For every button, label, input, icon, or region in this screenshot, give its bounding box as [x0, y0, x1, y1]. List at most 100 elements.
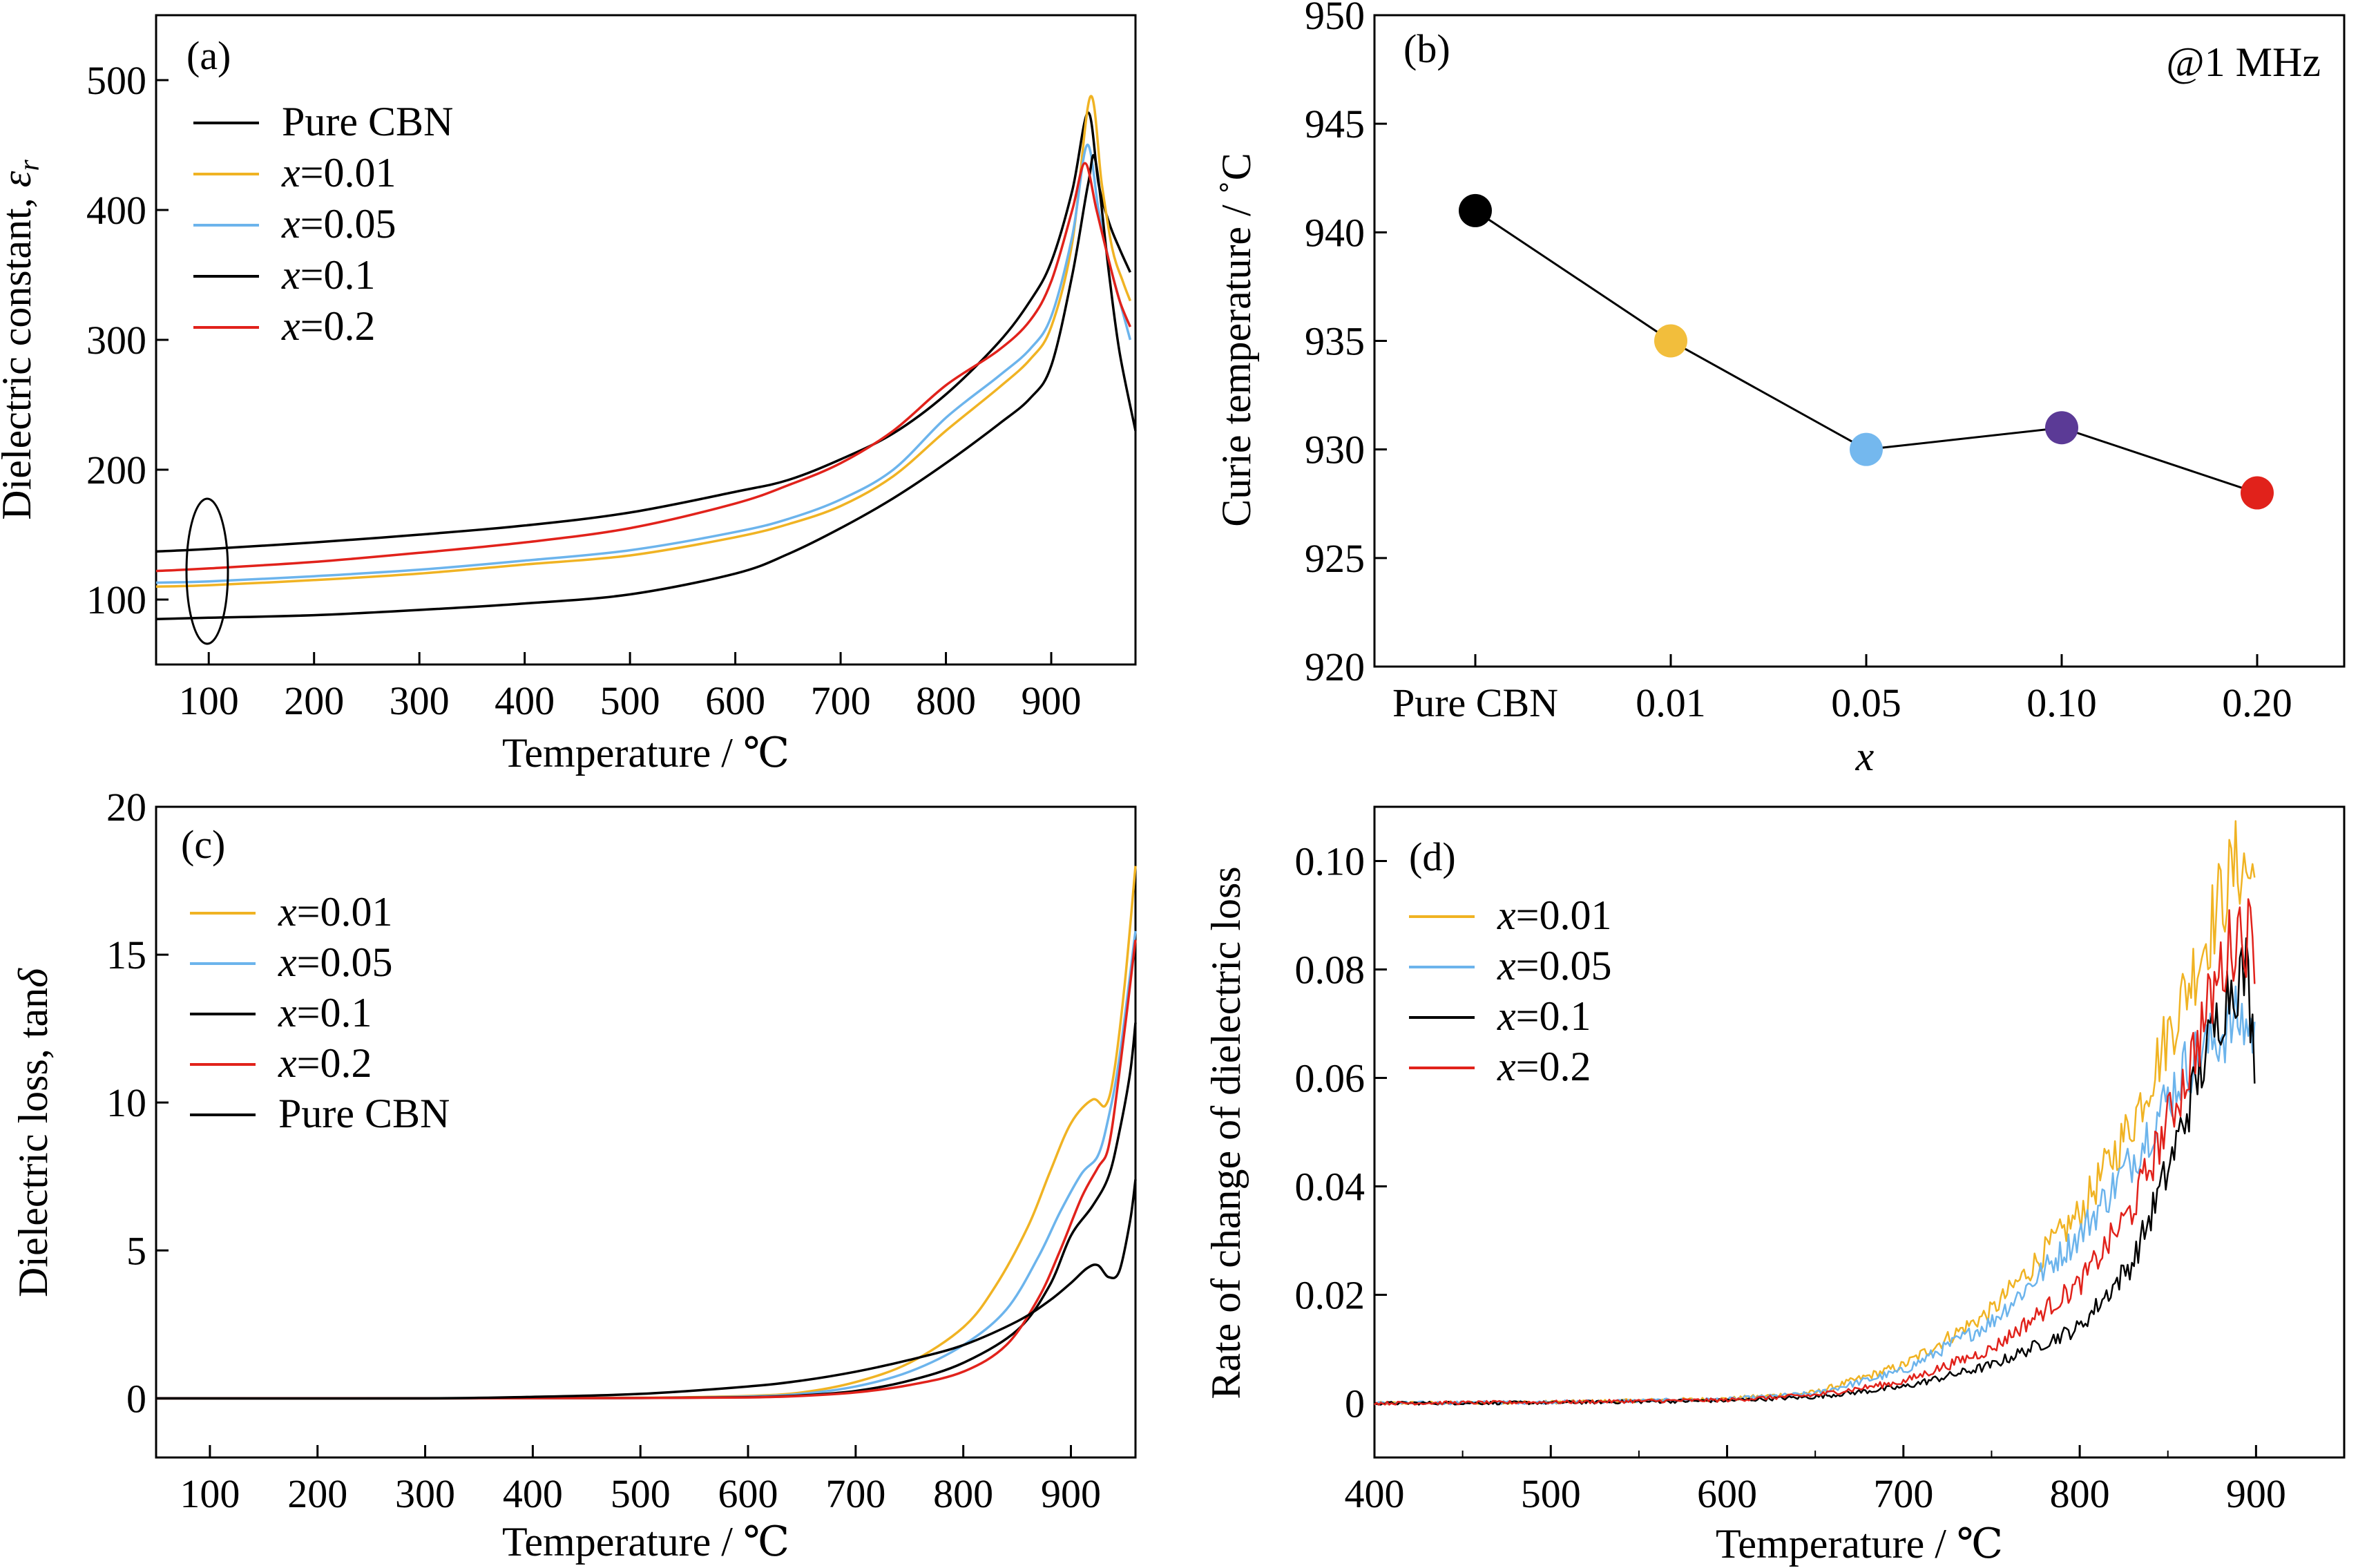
y-tick-label: 0 — [1345, 1381, 1365, 1426]
x-tick-label: 200 — [287, 1471, 347, 1516]
y-tick-label: 0.02 — [1295, 1273, 1365, 1318]
panel-d-xlabel: Temperature / ℃ — [1716, 1521, 2003, 1567]
x-tick-label: 400 — [495, 678, 555, 723]
legend-label: x=0.05 — [278, 939, 392, 985]
y-tick-label: 100 — [86, 577, 146, 622]
y-tick-label: 0 — [126, 1376, 146, 1421]
panel-a: 100 200 300 400 500 600 700 800 900 100 200 300 400 5… — [0, 14, 1137, 776]
y-tick-label: 0.04 — [1295, 1165, 1365, 1210]
legend-label: x=0.1 — [278, 990, 372, 1035]
panel-d-frame — [1373, 805, 2346, 1459]
x-tick-label: 100 — [180, 1471, 240, 1516]
legend-label: x=0.1 — [281, 252, 375, 298]
panel-c-ticks: 100 200 300 400 500 600 700 800 900 0 5 10 15 20 — [106, 785, 1101, 1516]
series-line-x-0-2 — [155, 939, 1137, 1400]
y-tick-label: 300 — [86, 318, 146, 363]
panel-b-ticks: Pure CBN 0.01 0.05 0.10 0.20 920 925 930 935 940 9… — [1305, 0, 2292, 725]
data-point — [2045, 411, 2078, 445]
x-tick-label: 400 — [1345, 1471, 1405, 1516]
panel-a-xlabel: Temperature / ℃ — [502, 730, 789, 776]
panel-d-ylabel: Rate of change of dielectric loss — [1203, 866, 1249, 1399]
legend-label: x=0.1 — [1497, 993, 1591, 1039]
y-tick-label: 0.06 — [1295, 1056, 1365, 1101]
series-line-x-0-1 — [155, 154, 1137, 620]
panel-b-frame — [1373, 14, 2346, 668]
panel-b-tag: (b) — [1403, 26, 1450, 71]
panel-a-series — [155, 95, 1137, 620]
x-tick-label: 800 — [916, 678, 976, 723]
data-point — [1654, 324, 1687, 358]
panel-c-frame — [155, 805, 1137, 1459]
x-tick-label: 300 — [390, 678, 450, 723]
x-tick-label: 500 — [1521, 1471, 1581, 1516]
y-tick-label: 5 — [126, 1228, 146, 1273]
panel-a-legend: Pure CBN x=0.01 x=0.05 x=0.1 x=0.2 — [193, 99, 453, 349]
series-line-x-0-01 — [155, 95, 1132, 588]
x-tick-label: 600 — [705, 678, 765, 723]
y-tick-label: 200 — [86, 448, 146, 493]
panel-c-ylabel: Dielectric loss, tanδ — [10, 968, 56, 1297]
panel-a-tag: (a) — [186, 33, 231, 78]
y-tick-label: 925 — [1305, 536, 1365, 581]
y-tick-label: 950 — [1305, 0, 1365, 38]
x-tick-label: 700 — [825, 1471, 885, 1516]
y-tick-label: 920 — [1305, 644, 1365, 689]
panel-d-legend: x=0.01 x=0.05 x=0.1 x=0.2 — [1409, 892, 1611, 1089]
panel-a-ylabel: Dielectric constant, εr — [0, 160, 46, 520]
y-tick-label: 930 — [1305, 428, 1365, 472]
x-tick-label: 0.01 — [1636, 680, 1706, 725]
y-tick-label: 10 — [106, 1080, 146, 1125]
data-point — [2241, 476, 2274, 510]
x-tick-label: 700 — [1873, 1471, 1933, 1516]
series-line-x-0-2 — [155, 162, 1132, 573]
series-line-x-0-05 — [155, 144, 1132, 584]
y-tick-label: 15 — [106, 933, 146, 977]
legend-label: x=0.05 — [1497, 943, 1611, 988]
legend-label: x=0.01 — [281, 150, 396, 195]
panel-a-ticks: 100 200 300 400 500 600 700 800 900 100 200 300 400 5… — [86, 58, 1082, 723]
legend-label: x=0.2 — [1497, 1044, 1591, 1089]
panel-d-series — [1374, 820, 2256, 1406]
x-tick-label: 700 — [811, 678, 871, 723]
x-tick-label: 900 — [1041, 1471, 1101, 1516]
data-point — [1850, 432, 1883, 466]
x-tick-label: 400 — [503, 1471, 563, 1516]
panel-b-series — [1459, 193, 2274, 510]
series-line-pure-cbn — [155, 1179, 1137, 1400]
x-tick-label: 500 — [611, 1471, 671, 1516]
legend-label: x=0.05 — [281, 201, 396, 247]
legend-label: x=0.2 — [281, 303, 375, 349]
legend-label: Pure CBN — [282, 99, 453, 144]
x-tick-label: 800 — [2050, 1471, 2110, 1516]
x-tick-label: 800 — [933, 1471, 993, 1516]
panel-c-xlabel: Temperature / ℃ — [502, 1519, 789, 1565]
x-tick-label: 900 — [1022, 678, 1082, 723]
y-tick-label: 940 — [1305, 210, 1365, 255]
y-tick-label: 0.10 — [1295, 839, 1365, 884]
panel-d-ticks: 400 500 600 700 800 900 0 0.02 0.04 0.06 0.08 0.10 — [1295, 839, 2286, 1517]
x-tick-label: 200 — [284, 678, 344, 723]
x-tick-label: 500 — [600, 678, 660, 723]
panel-b-ylabel: Curie temperature / ˚C — [1214, 153, 1259, 526]
panel-b-xlabel: x — [1855, 734, 1875, 779]
y-tick-label: 935 — [1305, 319, 1365, 364]
panel-c-series — [155, 866, 1137, 1400]
panel-d-tag: (d) — [1409, 834, 1456, 879]
panel-a-highlight-ellipse — [185, 497, 229, 645]
panel-b-annotation: @1 MHz — [2166, 39, 2321, 85]
y-tick-label: 945 — [1305, 102, 1365, 146]
legend-label: x=0.2 — [278, 1040, 372, 1086]
legend-label: Pure CBN — [278, 1091, 450, 1136]
x-tick-label: Pure CBN — [1392, 680, 1558, 725]
x-tick-label: 100 — [179, 678, 239, 723]
x-tick-label: 600 — [1697, 1471, 1757, 1516]
panel-c-legend: x=0.01x=0.05 x=0.1 x=0.2 Pure CBN — [190, 889, 450, 1136]
panel-c-tag: (c) — [181, 822, 225, 867]
series-line-pure-cbn — [155, 111, 1131, 553]
legend-label: x=0.01 — [1497, 892, 1611, 938]
series-line-x-0-2 — [1374, 898, 2256, 1406]
y-tick-label: 400 — [86, 188, 146, 233]
y-tick-label: 0.08 — [1295, 948, 1365, 993]
legend-label: x=0.01 — [278, 889, 392, 935]
